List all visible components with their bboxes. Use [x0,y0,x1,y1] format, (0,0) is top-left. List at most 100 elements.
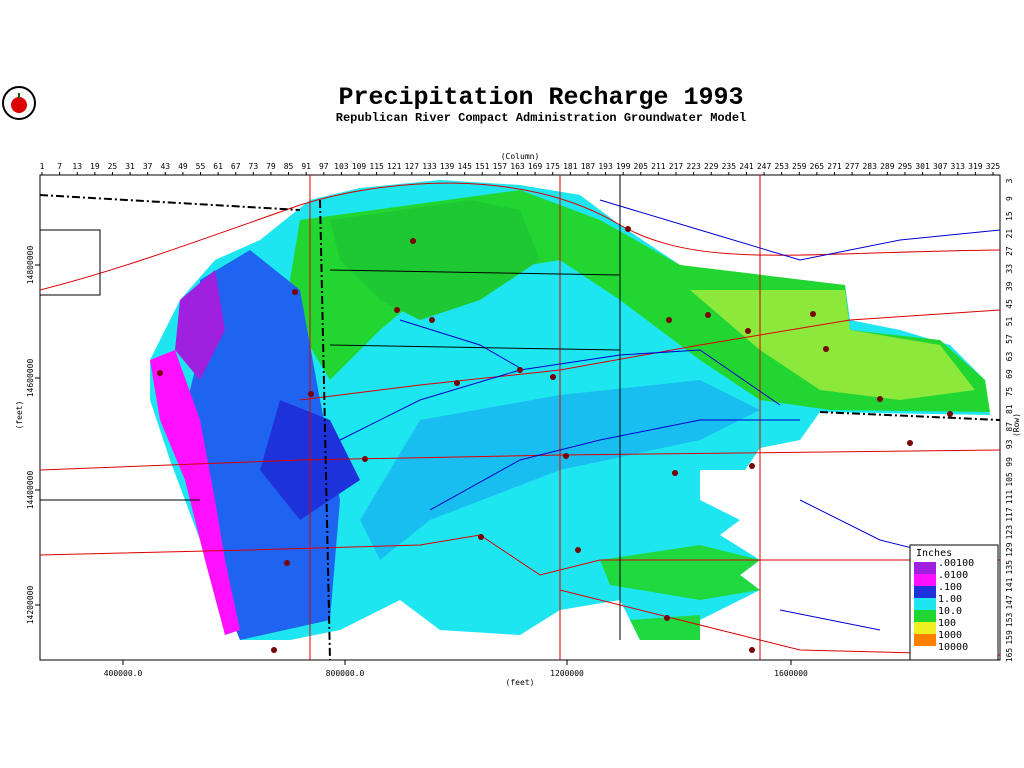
row-tick-label: 123 [1005,525,1014,540]
column-tick-label: 145 [457,162,472,171]
logo [2,86,36,120]
column-tick-label: 37 [143,162,153,171]
column-tick-label: 199 [616,162,631,171]
column-tick-label: 307 [933,162,948,171]
x-tick-label: 1200000 [550,669,584,678]
column-tick-label: 61 [213,162,223,171]
title: Precipitation Recharge 1993 [338,83,743,112]
column-tick-label: 157 [493,162,508,171]
column-tick-label: 241 [739,162,754,171]
legend-title: Inches [916,548,952,559]
column-tick-label: 175 [545,162,560,171]
row-tick-label: 99 [1005,457,1014,467]
row-tick-label: 165 [1005,648,1014,663]
row-tick-label: 93 [1005,439,1014,449]
column-tick-label: 211 [651,162,666,171]
row-axis-label: (Row) [1012,413,1021,437]
row-tick-label: 33 [1005,264,1014,274]
row-tick-label: 45 [1005,299,1014,309]
subtitle: Republican River Compact Administration … [336,111,746,125]
column-tick-label: 31 [125,162,135,171]
row-tick-label: 75 [1005,387,1014,397]
column-tick-label: 91 [301,162,311,171]
legend-label: 10.0 [938,606,962,617]
column-tick-label: 73 [249,162,259,171]
row-tick-label: 135 [1005,560,1014,575]
map-area [39,174,1001,661]
row-tick-label: 15 [1005,211,1014,221]
column-tick-label: 295 [898,162,913,171]
x-tick-label: 400000.0 [104,669,143,678]
legend-label: .100 [938,582,962,593]
row-tick-label: 69 [1005,369,1014,379]
x-tick-label: 800000.0 [326,669,365,678]
legend-label: 1000 [938,630,962,641]
column-tick-label: 13 [72,162,82,171]
column-tick-label: 223 [686,162,701,171]
row-tick-label: 117 [1005,507,1014,522]
column-tick-label: 115 [369,162,384,171]
legend-label: .0100 [938,570,968,581]
column-tick-label: 187 [581,162,596,171]
y-tick-label: 14800000 [26,246,35,285]
row-tick-label: 27 [1005,246,1014,256]
x-axis-label: (feet) [506,678,535,687]
row-tick-label: 39 [1005,281,1014,291]
column-tick-label: 217 [669,162,684,171]
column-tick-label: 109 [352,162,367,171]
legend: Inches .00100.0100.1001.0010.01001000100… [909,544,999,661]
column-tick-label: 169 [528,162,543,171]
row-tick-label: 105 [1005,472,1014,487]
column-tick-label: 301 [915,162,930,171]
column-tick-label: 97 [319,162,329,171]
column-tick-label: 67 [231,162,241,171]
row-tick-label: 63 [1005,352,1014,362]
column-tick-label: 49 [178,162,188,171]
row-tick-label: 3 [1005,178,1014,183]
column-tick-label: 259 [792,162,807,171]
row-tick-label: 159 [1005,630,1014,645]
column-tick-label: 271 [827,162,842,171]
column-tick-label: 7 [57,162,62,171]
column-tick-label: 325 [986,162,1001,171]
row-tick-label: 81 [1005,404,1014,414]
legend-label: .00100 [938,558,974,569]
legend-label: 100 [938,618,956,629]
row-tick-label: 141 [1005,577,1014,592]
column-tick-label: 193 [598,162,613,171]
legend-label: 1.00 [938,594,962,605]
column-tick-label: 247 [757,162,772,171]
column-tick-label: 319 [968,162,983,171]
column-tick-label: 265 [810,162,825,171]
y-tick-label: 14400000 [26,471,35,510]
column-tick-label: 229 [704,162,719,171]
column-tick-label: 151 [475,162,490,171]
column-tick-label: 283 [862,162,877,171]
row-tick-label: 129 [1005,542,1014,557]
y-tick-label: 14200000 [26,586,35,625]
column-tick-label: 127 [405,162,420,171]
column-tick-label: 163 [510,162,525,171]
column-tick-label: 277 [845,162,860,171]
column-tick-label: 133 [422,162,437,171]
x-tick-label: 1600000 [774,669,808,678]
y-axis-label: (feet) [15,401,24,430]
row-tick-label: 51 [1005,316,1014,326]
row-tick-label: 9 [1005,196,1014,201]
column-axis-label: (Column) [501,152,540,161]
column-tick-label: 289 [880,162,895,171]
row-tick-label: 57 [1005,334,1014,344]
column-tick-label: 181 [563,162,578,171]
column-tick-label: 235 [722,162,737,171]
column-tick-label: 205 [634,162,649,171]
column-tick-label: 25 [108,162,118,171]
column-tick-label: 55 [196,162,206,171]
row-tick-label: 153 [1005,612,1014,627]
row-tick-label: 111 [1005,490,1014,505]
row-tick-label: 87 [1005,422,1014,432]
column-tick-label: 43 [160,162,170,171]
row-tick-label: 21 [1005,229,1014,239]
column-tick-label: 19 [90,162,100,171]
